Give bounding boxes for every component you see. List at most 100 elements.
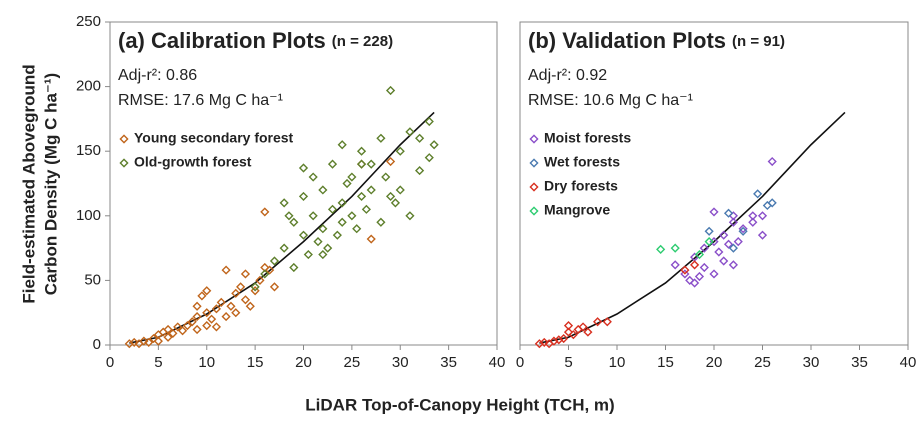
- point: [366, 185, 376, 195]
- x-tick-label: 30: [392, 354, 409, 371]
- point: [182, 321, 192, 331]
- point: [269, 282, 280, 292]
- panel-title: (b) Validation Plots (n = 91): [528, 28, 785, 53]
- point: [405, 211, 415, 221]
- point: [124, 339, 134, 349]
- point: [313, 237, 323, 247]
- point: [211, 304, 222, 314]
- point: [192, 324, 202, 335]
- x-axis-label: LiDAR Top-of-Canopy Height (TCH, m): [305, 395, 614, 414]
- point: [197, 291, 207, 301]
- point: [415, 133, 425, 143]
- point: [728, 217, 738, 227]
- panel-title-text: (b) Validation Plots: [528, 28, 726, 53]
- point: [429, 140, 439, 150]
- point: [762, 200, 772, 211]
- point: [298, 191, 309, 202]
- point: [656, 244, 666, 254]
- legend-label: Moist forests: [544, 130, 631, 146]
- legend-marker: [529, 206, 539, 216]
- point: [226, 301, 236, 311]
- point: [723, 208, 734, 218]
- point: [405, 127, 415, 137]
- sample-size: (n = 228): [332, 33, 393, 50]
- point: [602, 317, 612, 327]
- point: [318, 224, 328, 234]
- legend-label: Young secondary forest: [134, 130, 294, 146]
- point: [139, 336, 149, 346]
- point: [366, 234, 376, 244]
- point: [670, 243, 680, 253]
- point: [709, 207, 719, 217]
- x-tick-label: 20: [706, 354, 723, 371]
- point: [356, 159, 367, 169]
- point: [568, 330, 578, 340]
- point: [327, 159, 338, 169]
- point: [767, 156, 777, 167]
- y-axis-label: Field-estimated Aboveground: [19, 64, 38, 303]
- y-tick-label: 150: [76, 142, 101, 159]
- point: [347, 211, 357, 221]
- point: [206, 314, 217, 324]
- point: [563, 321, 574, 331]
- point: [250, 286, 260, 296]
- x-tick-label: 0: [106, 354, 114, 371]
- point: [704, 237, 714, 247]
- point: [240, 269, 251, 279]
- point: [748, 211, 758, 221]
- point: [424, 116, 434, 127]
- point: [757, 211, 768, 221]
- point: [578, 322, 588, 332]
- point: [714, 247, 724, 257]
- point: [356, 146, 367, 156]
- point: [709, 269, 719, 279]
- x-tick-label: 30: [803, 354, 820, 371]
- panel-title-text: (a) Calibration Plots: [118, 28, 326, 53]
- point: [733, 237, 743, 247]
- point: [129, 337, 139, 348]
- legend-marker: [529, 134, 539, 144]
- point: [337, 198, 347, 208]
- x-tick-label: 10: [609, 354, 626, 371]
- point: [289, 217, 299, 227]
- x-tick-label: 20: [295, 354, 312, 371]
- point: [395, 146, 405, 156]
- panel-title: (a) Calibration Plots (n = 228): [118, 28, 393, 53]
- legend-marker: [119, 134, 129, 144]
- point: [153, 336, 163, 346]
- point: [327, 204, 338, 214]
- x-tick-label: 35: [851, 354, 868, 371]
- x-tick-label: 15: [657, 354, 674, 371]
- point: [723, 239, 734, 249]
- point: [231, 308, 241, 318]
- point: [694, 249, 705, 260]
- point: [221, 311, 231, 322]
- point: [202, 286, 212, 296]
- point: [342, 178, 352, 189]
- point: [699, 262, 709, 273]
- point: [202, 308, 212, 318]
- point: [168, 328, 178, 338]
- point: [728, 260, 738, 270]
- point: [163, 332, 173, 342]
- point: [265, 265, 275, 275]
- point: [240, 295, 251, 305]
- point: [534, 339, 544, 349]
- point: [366, 159, 376, 169]
- point: [385, 156, 396, 167]
- y-tick-label: 200: [76, 78, 101, 95]
- point: [559, 333, 569, 344]
- x-tick-label: 5: [564, 354, 572, 371]
- x-tick-label: 25: [754, 354, 771, 371]
- point: [539, 337, 549, 348]
- point: [563, 327, 574, 337]
- point: [738, 226, 748, 236]
- point: [704, 226, 714, 236]
- point: [279, 243, 289, 253]
- point: [279, 198, 289, 208]
- x-tick-label: 5: [154, 354, 162, 371]
- point: [187, 317, 197, 327]
- point: [163, 324, 173, 335]
- point: [144, 337, 154, 348]
